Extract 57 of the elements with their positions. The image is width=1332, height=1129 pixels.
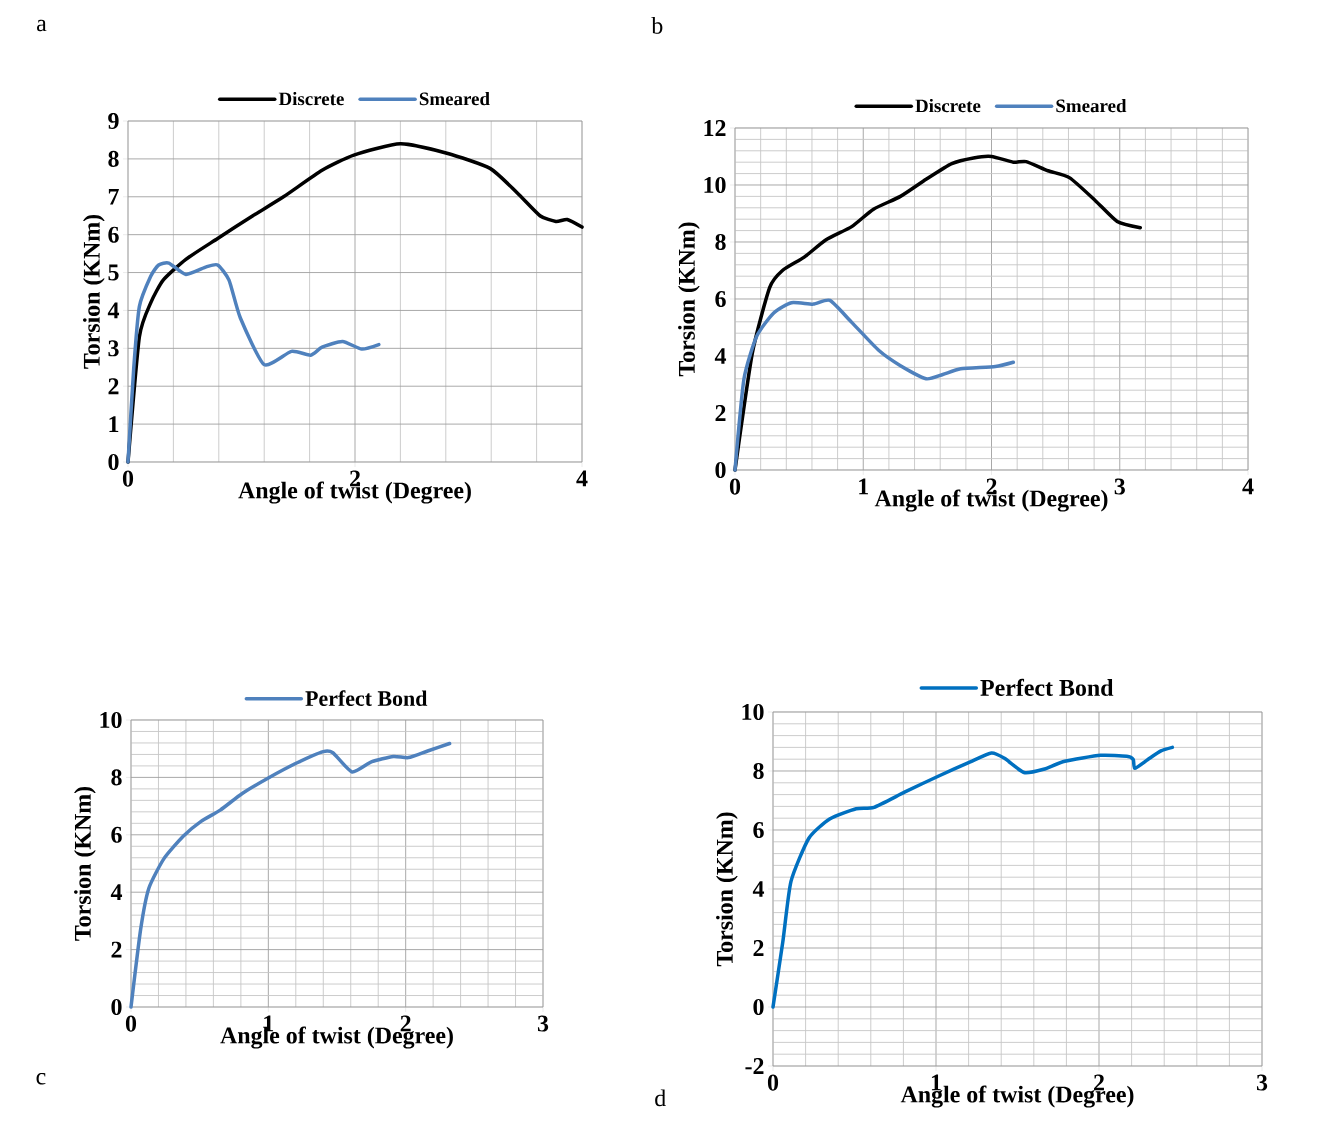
text: d (655, 1089, 666, 1107)
y-tick-label: 8 (715, 233, 726, 251)
y-tick-label: 8 (108, 150, 119, 167)
line-series (733, 298, 1016, 472)
y-tick-label: 8 (753, 762, 764, 780)
legend-label: Perfect Bond (980, 678, 1114, 696)
x-tick-label: 3 (537, 1015, 549, 1032)
y-tick-label: 10 (742, 703, 764, 721)
x-tick-label: 3 (1256, 1074, 1268, 1091)
y-axis-title: Torsion (KNm) (74, 786, 96, 941)
legend-label: Smeared (1056, 98, 1127, 113)
y-tick-label: 5 (108, 264, 119, 281)
y-tick-label: 10 (704, 176, 726, 194)
y-tick-label: 12 (704, 120, 726, 136)
legend-label: Perfect Bond (305, 690, 428, 706)
y-tick-label: 2 (715, 405, 726, 421)
y-tick-label: 4 (110, 884, 123, 901)
x-tick-label: 0 (122, 470, 134, 487)
x-tick-label: 0 (729, 478, 741, 495)
legend-label: Smeared (419, 91, 490, 106)
y-tick-label: 6 (753, 821, 764, 839)
legend-label: Discrete (278, 91, 344, 106)
y-tick-label: 9 (108, 112, 119, 130)
text: b (651, 16, 663, 34)
y-tick-label: -2 (745, 1058, 764, 1074)
y-tick-label: 0 (111, 998, 122, 1016)
x-tick-label: 4 (576, 470, 588, 487)
y-tick-label: 1 (109, 416, 119, 432)
line-series (771, 745, 1175, 1009)
y-tick-label: 6 (108, 226, 119, 243)
y-tick-label: 2 (111, 941, 122, 958)
text: a (37, 19, 47, 32)
legend-label: Discrete (915, 98, 981, 113)
x-tick-label: 3 (1114, 478, 1125, 495)
y-tick-label: 2 (753, 940, 764, 956)
y-tick-label: 10 (100, 711, 122, 729)
x-tick-label: 1 (859, 478, 868, 495)
y-axis-title: Torsion (KNm) (678, 222, 700, 377)
x-tick-label: 0 (767, 1074, 779, 1091)
y-axis-title: Torsion (KNm) (716, 812, 738, 967)
y-tick-label: 4 (752, 881, 765, 897)
y-tick-label: 8 (111, 769, 122, 786)
y-tick-label: 2 (108, 378, 119, 395)
text: c (36, 1073, 46, 1085)
x-tick-label: 4 (1242, 478, 1254, 495)
y-tick-label: 6 (111, 826, 122, 843)
y-tick-label: 0 (108, 453, 119, 471)
y-tick-label: 3 (108, 340, 119, 357)
line-series (129, 741, 452, 1009)
y-tick-label: 0 (753, 998, 764, 1016)
y-tick-label: 4 (107, 302, 120, 319)
line-series (126, 261, 381, 464)
y-tick-label: 7 (108, 188, 119, 205)
y-tick-label: 4 (714, 348, 727, 364)
y-tick-label: 6 (715, 290, 726, 308)
x-tick-label: 0 (125, 1015, 137, 1032)
y-axis-title: Torsion (KNm) (83, 214, 105, 369)
